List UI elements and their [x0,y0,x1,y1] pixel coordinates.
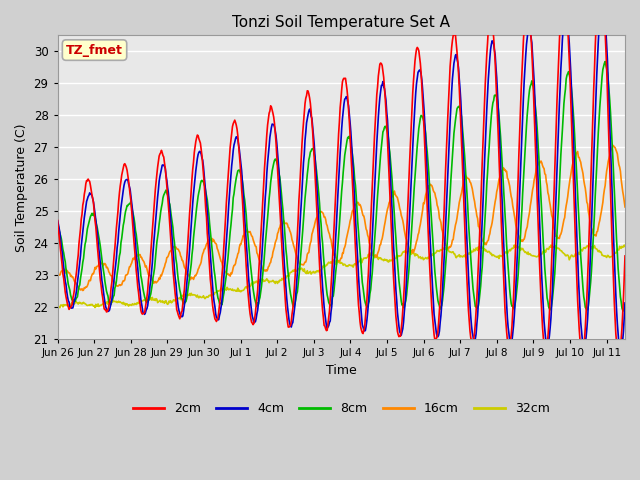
16cm [134,252,141,257]
16cm [318,209,326,215]
8cm [602,59,609,64]
32cm [461,254,469,260]
32cm [57,302,65,308]
Line: 16cm: 16cm [58,145,625,290]
16cm [476,224,483,230]
2cm [54,217,61,223]
16cm [609,143,616,148]
4cm [56,229,64,235]
Line: 8cm: 8cm [58,61,625,311]
8cm [56,230,64,236]
Line: 2cm: 2cm [58,0,625,356]
4cm [54,218,61,224]
2cm [317,288,325,294]
32cm [585,241,593,247]
4cm [296,228,303,234]
2cm [461,222,468,228]
4cm [621,300,629,306]
8cm [54,223,61,229]
16cm [296,261,304,267]
2cm [56,240,64,245]
4cm [133,258,141,264]
Text: TZ_fmet: TZ_fmet [66,44,123,57]
8cm [474,303,482,309]
Title: Tonzi Soil Temperature Set A: Tonzi Soil Temperature Set A [232,15,451,30]
16cm [461,174,469,180]
8cm [133,239,141,245]
32cm [54,303,61,309]
Y-axis label: Soil Temperature (C): Soil Temperature (C) [15,123,28,252]
Line: 32cm: 32cm [58,244,625,308]
32cm [476,246,483,252]
8cm [296,266,303,272]
4cm [616,349,624,355]
2cm [296,185,303,191]
32cm [621,243,629,249]
8cm [461,153,468,158]
2cm [621,253,629,259]
4cm [474,300,482,305]
Legend: 2cm, 4cm, 8cm, 16cm, 32cm: 2cm, 4cm, 8cm, 16cm, 32cm [128,397,555,420]
4cm [461,184,468,190]
2cm [133,275,141,281]
2cm [474,264,482,269]
Line: 4cm: 4cm [58,0,625,352]
16cm [54,274,61,279]
4cm [317,259,325,264]
32cm [318,266,326,272]
X-axis label: Time: Time [326,364,356,377]
8cm [621,302,629,308]
16cm [56,272,64,278]
8cm [317,221,325,227]
32cm [56,305,64,311]
32cm [134,301,141,307]
16cm [621,204,629,210]
32cm [296,266,304,272]
2cm [615,353,623,359]
8cm [620,308,627,314]
16cm [79,288,86,293]
4cm [598,0,606,2]
